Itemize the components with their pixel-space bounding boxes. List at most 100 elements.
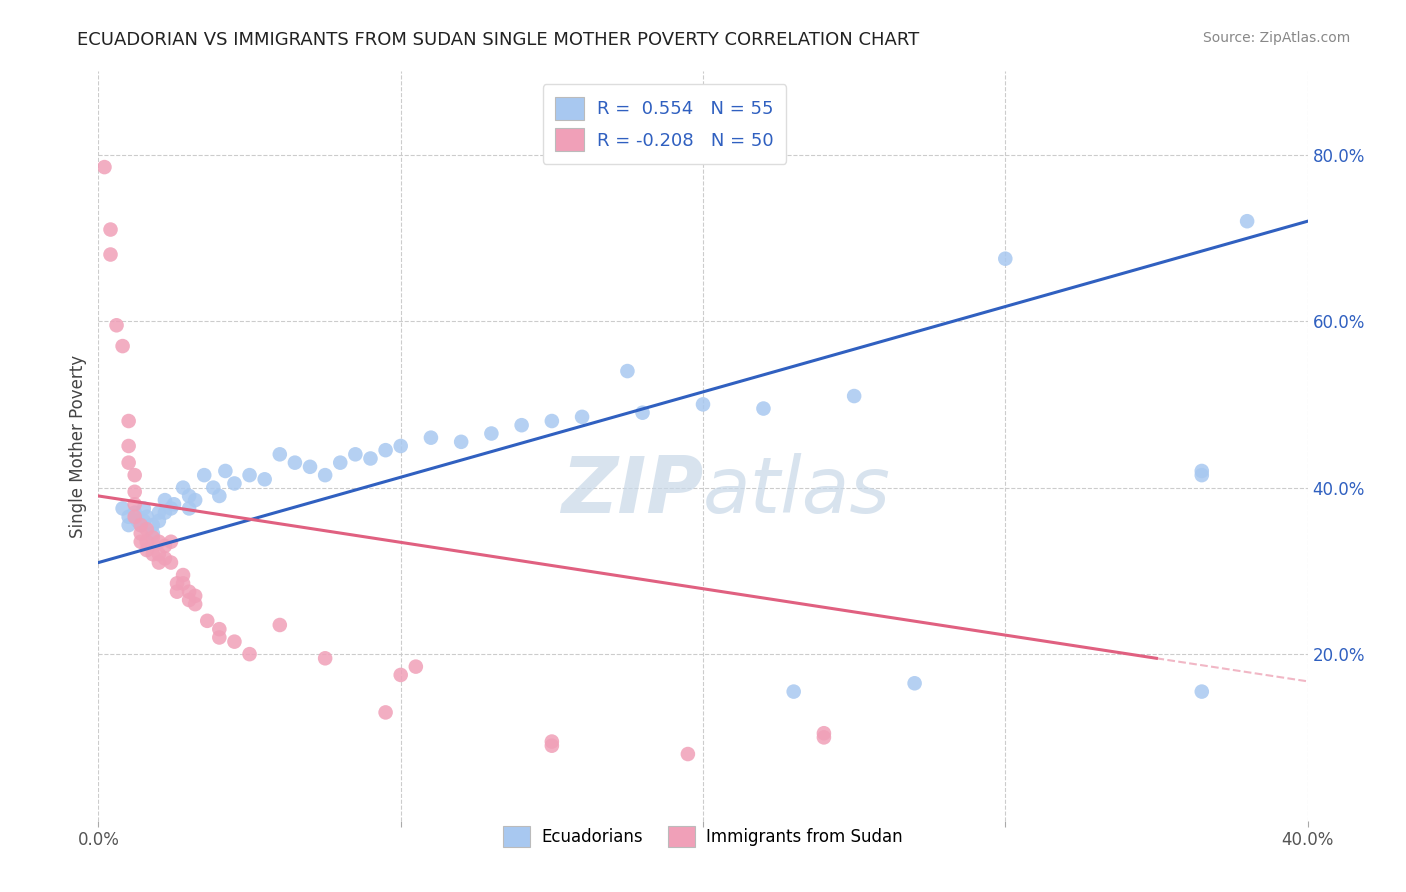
Point [160,534,183,549]
Point [813,726,835,740]
Point [344,447,367,461]
Point [1191,684,1213,698]
Point [129,526,152,541]
Point [239,468,262,483]
Point [510,418,533,433]
Point [1191,464,1213,478]
Point [100,222,122,236]
Point [163,497,186,511]
Point [184,589,207,603]
Point [179,501,201,516]
Point [214,464,236,478]
Point [813,731,835,745]
Point [148,534,170,549]
Point [166,576,188,591]
Text: ECUADORIAN VS IMMIGRANTS FROM SUDAN SINGLE MOTHER POVERTY CORRELATION CHART: ECUADORIAN VS IMMIGRANTS FROM SUDAN SING… [77,31,920,49]
Point [1236,214,1258,228]
Point [224,476,246,491]
Point [692,397,714,411]
Point [124,468,146,483]
Point [93,160,115,174]
Point [160,556,183,570]
Text: ZIP: ZIP [561,453,703,529]
Point [314,651,336,665]
Point [118,456,141,470]
Point [195,614,218,628]
Point [135,509,157,524]
Point [118,439,141,453]
Point [752,401,775,416]
Point [148,556,170,570]
Point [148,547,170,561]
Point [132,514,155,528]
Point [374,706,396,720]
Point [129,518,152,533]
Point [129,534,152,549]
Point [389,439,412,453]
Point [299,459,322,474]
Point [994,252,1017,266]
Point [148,514,170,528]
Point [142,531,165,545]
Point [540,414,562,428]
Point [124,497,146,511]
Point [160,501,183,516]
Point [179,489,201,503]
Point [208,631,231,645]
Point [314,468,336,483]
Point [616,364,638,378]
Point [111,501,134,516]
Point [179,584,201,599]
Point [142,547,165,561]
Point [389,668,412,682]
Point [184,493,207,508]
Point [153,551,176,566]
Point [129,518,152,533]
Point [208,489,231,503]
Point [124,506,146,520]
Point [127,514,149,528]
Point [405,659,427,673]
Point [224,634,246,648]
Point [420,431,443,445]
Point [172,481,194,495]
Point [571,409,593,424]
Point [374,443,396,458]
Point [329,456,352,470]
Point [193,468,215,483]
Point [111,339,134,353]
Point [135,522,157,536]
Point [118,414,141,428]
Point [153,506,176,520]
Point [783,684,806,698]
Point [450,434,472,449]
Point [172,568,194,582]
Point [208,622,231,636]
Point [540,739,562,753]
Point [118,518,141,533]
Point [540,734,562,748]
Point [124,484,146,499]
Point [239,647,262,661]
Point [153,539,176,553]
Point [184,597,207,611]
Point [676,747,699,761]
Point [269,618,291,632]
Point [481,426,503,441]
Point [284,456,307,470]
Point [142,518,165,533]
Point [904,676,927,690]
Point [269,447,291,461]
Text: Source: ZipAtlas.com: Source: ZipAtlas.com [1202,31,1350,45]
Point [360,451,382,466]
Point [135,543,157,558]
Point [153,493,176,508]
Text: atlas: atlas [703,453,891,529]
Point [118,509,141,524]
Point [253,472,276,486]
Point [135,534,157,549]
Point [132,501,155,516]
Point [105,318,128,333]
Point [166,584,188,599]
Legend: Ecuadorians, Immigrants from Sudan: Ecuadorians, Immigrants from Sudan [494,816,912,857]
